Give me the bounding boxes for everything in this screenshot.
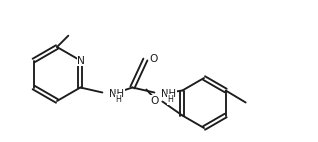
Text: O: O	[150, 96, 158, 106]
Text: O: O	[149, 54, 158, 63]
Text: H: H	[115, 95, 121, 104]
Text: NH: NH	[161, 88, 176, 99]
Text: NH: NH	[109, 88, 124, 99]
Text: N: N	[78, 56, 85, 65]
Text: H: H	[167, 95, 173, 104]
